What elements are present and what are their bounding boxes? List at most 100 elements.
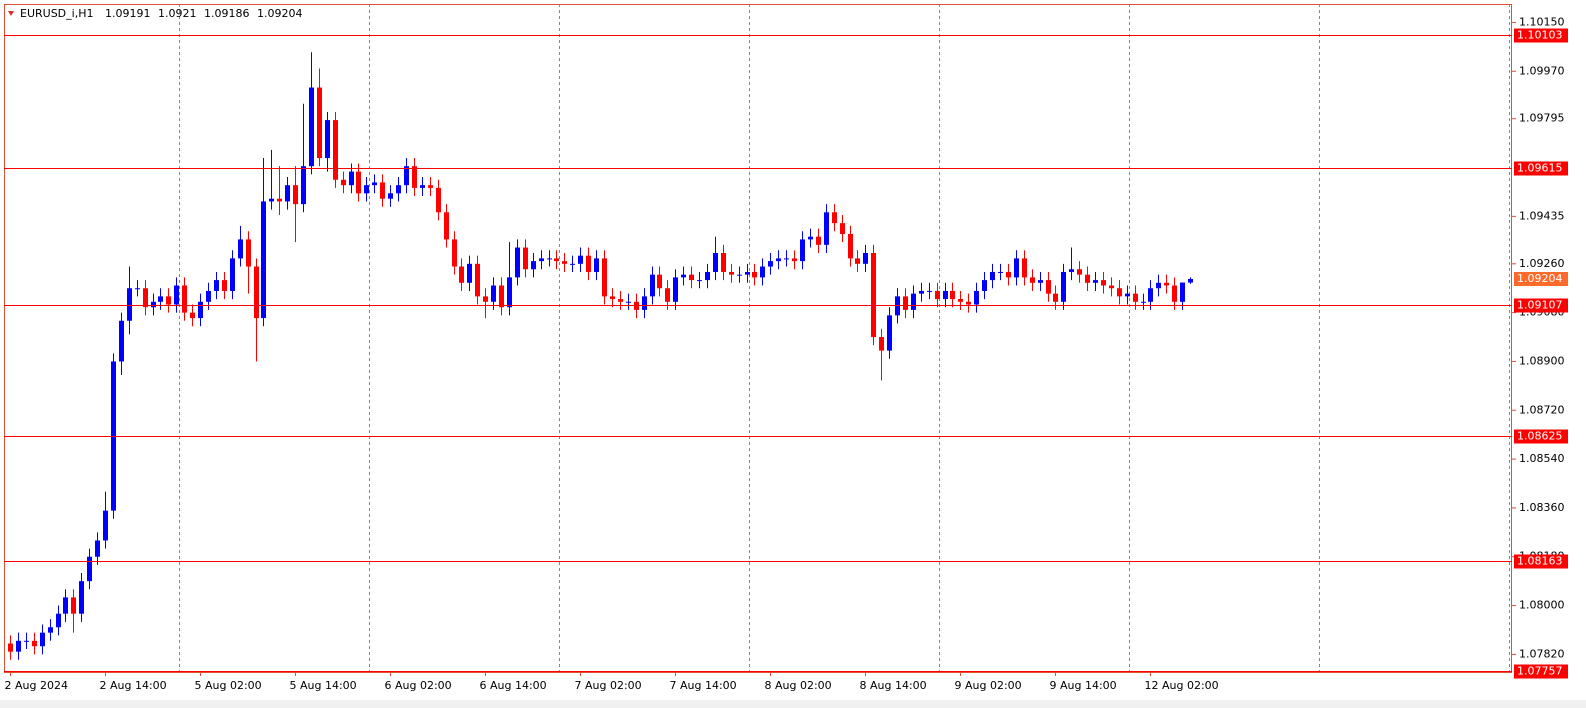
candle-body	[871, 252, 876, 338]
candle-body	[182, 285, 187, 313]
candle-body	[349, 171, 354, 186]
candle-body	[309, 87, 314, 167]
y-tick-label: 1.08900	[1519, 354, 1565, 367]
level-label-box	[1514, 554, 1568, 569]
candle-body	[1125, 293, 1130, 297]
x-tick-label: 7 Aug 02:00	[575, 679, 642, 692]
header-icon	[8, 11, 14, 16]
candle-body	[388, 193, 393, 199]
candle-body	[665, 288, 670, 302]
candle-body	[523, 247, 528, 270]
x-tick-label: 2 Aug 2024	[5, 679, 68, 692]
x-tick-label: 5 Aug 14:00	[290, 679, 357, 692]
candle-body	[119, 320, 124, 362]
level-label: 1.07757	[1517, 665, 1563, 678]
y-tick-label: 1.10150	[1519, 15, 1565, 28]
candle-body	[158, 296, 163, 302]
candle-body	[887, 315, 892, 351]
candle-body	[943, 290, 948, 300]
plot-layer	[4, 4, 1512, 672]
candle-body	[950, 290, 955, 300]
candle-body	[1038, 280, 1043, 283]
candle-body	[491, 285, 496, 302]
candle-body	[1006, 271, 1011, 278]
x-tick-label: 5 Aug 02:00	[195, 679, 262, 692]
candle-body	[79, 581, 84, 614]
last-low: 1.09186	[204, 7, 250, 20]
candle-body	[214, 280, 219, 291]
candle-body	[467, 263, 472, 283]
candle-body	[230, 258, 235, 291]
candle-body	[1046, 280, 1051, 294]
candle-body	[1172, 285, 1177, 302]
x-tick-label: 9 Aug 02:00	[955, 679, 1022, 692]
candle-body	[198, 301, 203, 319]
candle-body	[792, 258, 797, 262]
candle-body	[277, 198, 282, 202]
candle-body	[452, 239, 457, 267]
bid-label: 1.09204	[1517, 272, 1563, 285]
candle-body	[103, 510, 108, 541]
candle-body	[531, 261, 536, 270]
candle-body	[626, 301, 631, 303]
candle-body	[958, 299, 963, 302]
candle-body	[436, 187, 441, 213]
level-label: 1.09615	[1517, 162, 1563, 175]
candle-body	[459, 266, 464, 283]
level-label: 1.09107	[1517, 299, 1563, 312]
level-label-box	[1514, 161, 1568, 176]
level-label: 1.08163	[1517, 555, 1563, 568]
y-tick-label: 1.08720	[1519, 403, 1565, 416]
candle-body	[784, 258, 789, 260]
candle-body	[356, 171, 361, 194]
candle-body	[1109, 285, 1114, 289]
level-label-box	[1514, 664, 1568, 679]
candle-body	[998, 271, 1003, 273]
candle-body	[539, 258, 544, 262]
candle-body	[863, 252, 868, 264]
candle-body	[475, 263, 480, 297]
candle-body	[364, 185, 369, 194]
candle-body	[903, 296, 908, 310]
candle-body	[1085, 274, 1090, 283]
candle-body	[650, 274, 655, 297]
y-tick-label: 1.08360	[1519, 501, 1565, 514]
candle-body	[681, 274, 686, 278]
candle-body	[729, 271, 734, 275]
candle-body	[768, 261, 773, 267]
bottom-strip	[0, 700, 1586, 708]
candle-body	[428, 185, 433, 188]
candle-body	[222, 280, 227, 291]
candle-body	[269, 198, 274, 202]
candle-body	[56, 613, 61, 628]
candle-body	[166, 296, 171, 305]
candle-body	[515, 247, 520, 278]
candle-body	[404, 166, 409, 186]
candle-body	[919, 290, 924, 294]
candle-body	[151, 301, 156, 308]
candle-body	[1133, 293, 1138, 302]
level-label-box	[1514, 28, 1568, 43]
candle-body	[816, 236, 821, 245]
y-tick-label: 1.08540	[1519, 452, 1565, 465]
candle-body	[657, 274, 662, 289]
candle-body	[372, 182, 377, 186]
x-tick-label: 12 Aug 02:00	[1145, 679, 1219, 692]
candle-body	[444, 212, 449, 240]
candle-body	[745, 271, 750, 275]
x-tick-label: 8 Aug 14:00	[860, 679, 927, 692]
candle-body	[333, 120, 338, 180]
candle-body	[689, 274, 694, 281]
candle-body	[911, 293, 916, 310]
candle-body	[1014, 258, 1019, 278]
bid-label-box	[1514, 272, 1568, 287]
candle-body	[586, 255, 591, 272]
candle-body	[507, 277, 512, 308]
candle-body	[412, 166, 417, 188]
candle-body	[832, 212, 837, 224]
candle-body	[396, 185, 401, 194]
candle-body	[143, 288, 148, 308]
y-tick-label: 1.07820	[1519, 647, 1565, 660]
candle-body	[1188, 279, 1193, 283]
